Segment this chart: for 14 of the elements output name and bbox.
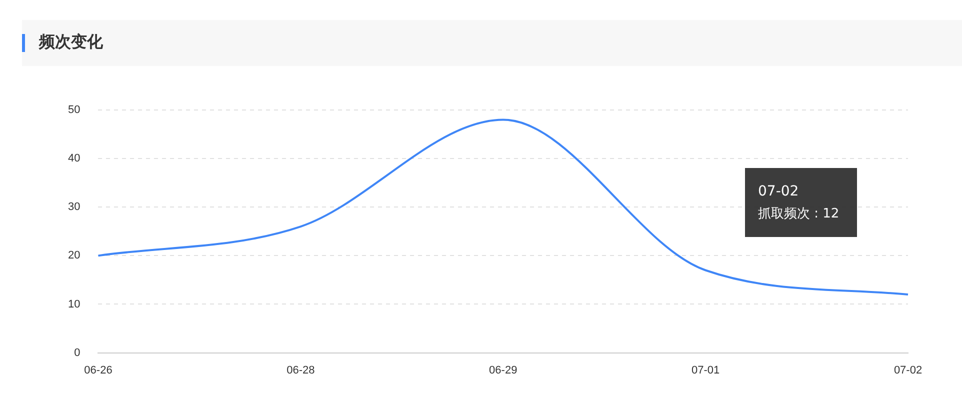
x-tick-label: 06-28	[286, 364, 315, 376]
x-tick-label: 07-02	[894, 364, 922, 376]
y-tick-label: 0	[74, 346, 80, 359]
y-tick-label: 10	[68, 298, 80, 310]
x-tick-label: 06-26	[84, 364, 112, 376]
y-tick-label: 50	[68, 104, 80, 116]
y-tick-label: 20	[68, 250, 80, 262]
annotation: 07-02 抓取频次 : 12	[758, 184, 840, 222]
chart-title: 频次变化	[39, 32, 103, 53]
x-tick-label: 06-29	[489, 364, 518, 376]
y-tick-label: 40	[68, 152, 80, 165]
x-tick-label: 07-01	[691, 364, 720, 376]
line-series	[97, 118, 909, 296]
y-tick-label: 30	[68, 201, 80, 214]
